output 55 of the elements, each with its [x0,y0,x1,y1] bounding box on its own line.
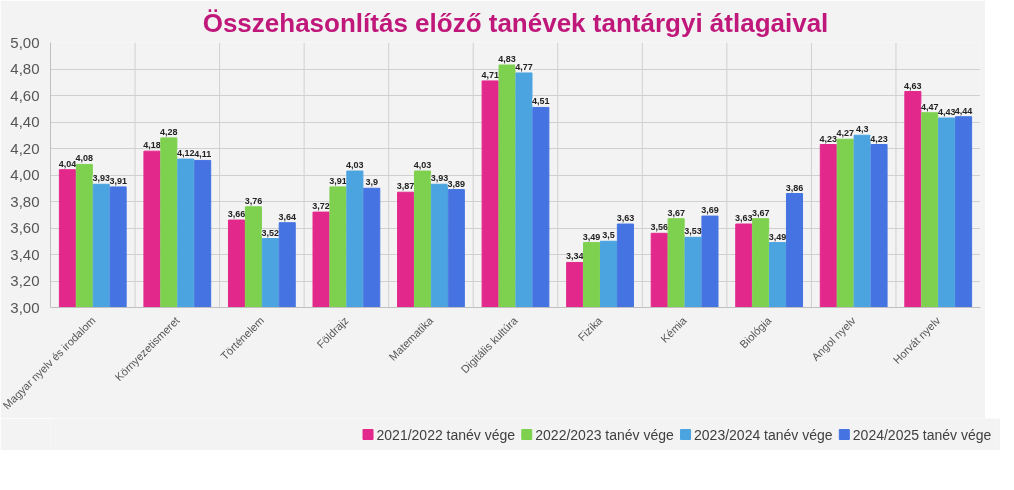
y-tick-label: 4,80 [10,60,40,77]
data-label: 4,28 [160,126,178,137]
data-label: 3,66 [227,209,246,220]
data-label: 4,71 [481,69,499,80]
data-label: 4,27 [836,128,854,139]
data-label: 3,67 [667,207,685,218]
data-label: 3,63 [616,213,635,224]
y-tick-label: 5,00 [10,33,40,51]
data-label: 3,49 [768,231,787,242]
legend-label: 2024/2025 tanév vége [852,426,992,443]
y-tick-label: 3,00 [10,298,40,316]
data-label: 3,86 [785,182,804,193]
data-label: 4,08 [75,153,94,164]
data-label: 3,49 [582,231,601,242]
data-label: 4,77 [515,61,533,72]
y-tick-label: 4,60 [10,86,40,104]
data-label: 3,56 [650,222,668,233]
data-label: 4,12 [177,148,195,159]
data-label: 4,43 [937,107,956,118]
data-label: 3,93 [430,173,449,184]
data-label: 3,63 [735,213,753,224]
data-label: 3,91 [109,175,127,186]
data-label: 4,83 [498,54,516,65]
y-tick-label: 3,40 [10,245,40,263]
y-tick-label: 3,80 [10,192,40,210]
data-label: 3,64 [278,211,296,222]
data-label: 4,11 [194,149,212,160]
data-label: 4,44 [954,105,973,116]
chart-title: Összehasonlítás előző tanévek tantárgyi átlagaival [202,7,829,38]
data-label: 4,47 [921,101,939,112]
data-label: 4,63 [904,80,922,91]
y-tick-label: 3,60 [10,219,40,236]
data-label: 4,03 [413,160,432,171]
data-label: 3,9 [365,177,379,188]
data-label: 3,53 [684,226,702,237]
data-label: 3,87 [396,181,415,192]
y-tick-label: 4,00 [10,166,40,183]
y-tick-label: 4,20 [10,139,40,157]
data-label: 3,67 [751,207,770,218]
data-label: 3,72 [312,201,330,212]
data-label: 3,93 [92,173,110,184]
y-tick-label: 4,40 [10,113,40,130]
data-label: 3,89 [447,178,466,189]
data-label: 4,23 [870,133,888,144]
y-tick-label: 3,20 [10,272,40,289]
legend-label: 2021/2022 tanév vége [376,426,516,443]
data-label: 4,51 [532,96,550,107]
data-label: 3,76 [244,195,263,206]
data-label: 4,3 [855,124,869,135]
data-label: 4,03 [346,160,364,171]
data-label: 3,52 [261,227,280,238]
legend-label: 2022/2023 tanév vége [535,426,675,443]
data-label: 3,69 [701,205,719,216]
legend-label: 2023/2024 tanév vége [694,426,833,443]
data-label: 3,5 [602,230,615,241]
